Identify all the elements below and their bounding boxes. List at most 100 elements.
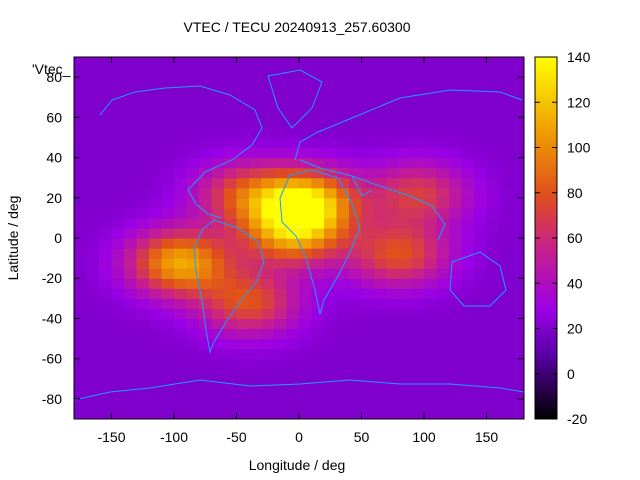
heat-cell bbox=[461, 388, 475, 400]
heat-cell bbox=[136, 57, 150, 68]
heat-cell bbox=[499, 227, 513, 239]
heat-cell bbox=[349, 258, 363, 269]
heat-cell bbox=[424, 97, 438, 108]
heat-cell bbox=[199, 288, 213, 299]
heat-cell bbox=[474, 107, 488, 118]
heat-cell bbox=[499, 187, 513, 199]
heat-cell bbox=[274, 207, 288, 219]
heat-cell bbox=[461, 217, 475, 229]
heat-cell bbox=[274, 288, 288, 299]
heat-cell bbox=[186, 268, 200, 279]
heat-cell bbox=[224, 87, 238, 98]
heat-cell bbox=[411, 197, 425, 209]
heat-cell bbox=[324, 358, 338, 370]
heat-cell bbox=[199, 77, 213, 88]
heat-cell bbox=[136, 137, 150, 149]
heat-cell bbox=[461, 227, 475, 239]
heat-cell bbox=[399, 238, 413, 249]
heat-cell bbox=[86, 398, 100, 410]
heat-cell bbox=[499, 177, 513, 189]
heat-cell bbox=[349, 338, 363, 350]
heat-cell bbox=[174, 348, 188, 360]
heat-cell bbox=[236, 368, 250, 380]
heat-cell bbox=[99, 207, 113, 219]
heat-cell bbox=[436, 157, 450, 169]
heat-cell bbox=[449, 67, 463, 78]
colorbar-tick-label: 120 bbox=[567, 94, 591, 110]
heat-cell bbox=[386, 398, 400, 410]
heat-cell bbox=[199, 258, 213, 269]
heat-cell bbox=[111, 278, 125, 289]
heat-cell bbox=[374, 338, 388, 350]
heat-cell bbox=[186, 258, 200, 269]
coastline-south-america bbox=[193, 219, 265, 354]
heat-cell bbox=[336, 217, 350, 229]
heat-cell bbox=[336, 298, 350, 309]
heat-cell bbox=[299, 107, 313, 118]
heat-cell bbox=[236, 77, 250, 88]
heat-cell bbox=[261, 338, 275, 350]
heat-cell bbox=[174, 107, 188, 118]
coastline-africa bbox=[279, 169, 361, 315]
heat-cell bbox=[224, 258, 238, 269]
heat-cell bbox=[149, 248, 163, 259]
heat-cell bbox=[311, 388, 325, 400]
heat-cell bbox=[361, 348, 375, 360]
heat-cell bbox=[324, 107, 338, 118]
heat-cell bbox=[161, 268, 175, 279]
heat-cell bbox=[261, 328, 275, 340]
heat-cell bbox=[186, 248, 200, 259]
heat-cell bbox=[336, 368, 350, 380]
heat-cell bbox=[136, 368, 150, 380]
heat-cell bbox=[399, 398, 413, 410]
heat-cell bbox=[486, 268, 500, 279]
heat-cell bbox=[299, 298, 313, 309]
heat-cell bbox=[274, 338, 288, 350]
heat-cell bbox=[324, 318, 338, 330]
heat-cell bbox=[511, 338, 524, 350]
heat-cell bbox=[261, 398, 275, 410]
heat-cell bbox=[449, 117, 463, 128]
heat-cell bbox=[449, 388, 463, 400]
heat-cell bbox=[361, 338, 375, 350]
heat-cell bbox=[111, 77, 125, 88]
heat-cell bbox=[411, 268, 425, 279]
heat-cell bbox=[199, 268, 213, 279]
heat-cell bbox=[436, 268, 450, 279]
heat-cell bbox=[224, 398, 238, 410]
heat-cell bbox=[299, 348, 313, 360]
heat-cell bbox=[449, 288, 463, 299]
heat-cell bbox=[136, 278, 150, 289]
heat-cell bbox=[74, 368, 88, 380]
heat-cell bbox=[386, 67, 400, 78]
heat-cell bbox=[174, 318, 188, 330]
heat-cell bbox=[211, 157, 225, 169]
heat-cell bbox=[161, 238, 175, 249]
heat-cell bbox=[199, 358, 213, 370]
heat-cell bbox=[161, 147, 175, 159]
heat-cell bbox=[486, 248, 500, 259]
heat-cell bbox=[511, 117, 524, 128]
heat-cell bbox=[111, 157, 125, 169]
heat-cell bbox=[211, 248, 225, 259]
heat-cell bbox=[161, 358, 175, 370]
heat-cell bbox=[149, 67, 163, 78]
heat-cell bbox=[499, 308, 513, 320]
heat-cell bbox=[224, 137, 238, 149]
heat-cell bbox=[286, 67, 300, 78]
heat-cell bbox=[511, 207, 524, 219]
heat-cell bbox=[74, 318, 88, 330]
heat-cell bbox=[124, 398, 138, 410]
coastline-overlay bbox=[74, 69, 524, 401]
heat-cell bbox=[411, 258, 425, 269]
heat-cell bbox=[499, 67, 513, 78]
heat-cell bbox=[336, 318, 350, 330]
heat-cell bbox=[361, 207, 375, 219]
heat-cell bbox=[411, 248, 425, 259]
heat-cell bbox=[499, 87, 513, 98]
heat-cell bbox=[486, 258, 500, 269]
heat-cell bbox=[149, 197, 163, 209]
heat-cell bbox=[386, 318, 400, 330]
heat-cell bbox=[349, 157, 363, 169]
heat-cell bbox=[86, 217, 100, 229]
